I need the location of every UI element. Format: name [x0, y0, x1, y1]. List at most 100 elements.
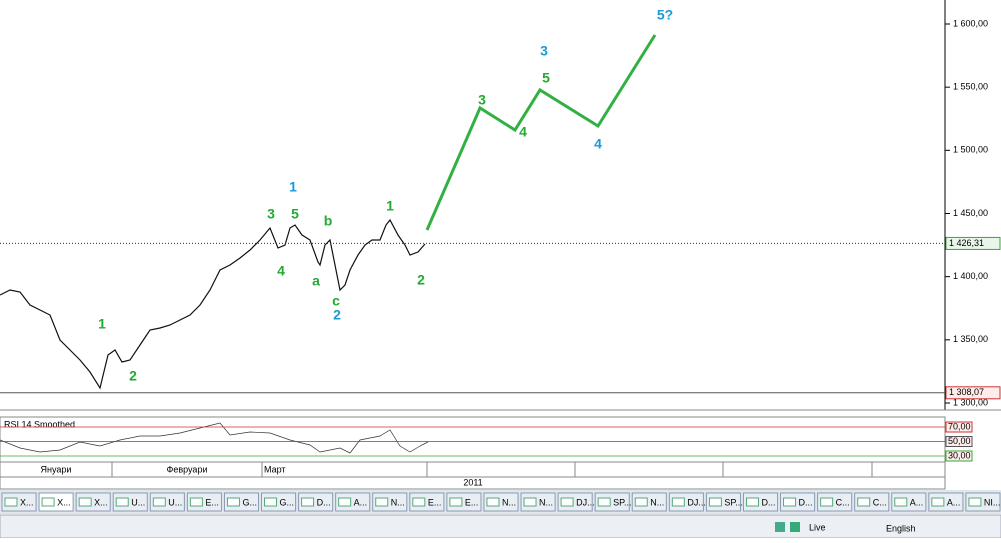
rsi-level-label: 30,00 [948, 450, 971, 460]
tab-label[interactable]: SP... [613, 497, 631, 507]
tab-icon [41, 497, 55, 507]
tab-icon [486, 497, 500, 507]
tab-label[interactable]: D... [317, 497, 331, 507]
tab-label[interactable]: U... [131, 497, 145, 507]
wave-label: 5 [542, 70, 550, 86]
tab-label[interactable]: NI... [984, 497, 1001, 507]
wave-label: 1 [386, 198, 394, 214]
tab-label[interactable]: A... [354, 497, 368, 507]
tab-label[interactable]: E... [205, 497, 219, 507]
tab-icon [264, 497, 278, 507]
tab-label[interactable]: D... [799, 497, 813, 507]
status-bar [0, 514, 1001, 539]
price-series [0, 218, 426, 390]
last-price-box [945, 236, 1001, 250]
tab-label[interactable]: U... [168, 497, 182, 507]
year-axis [0, 476, 946, 490]
language: English [886, 523, 916, 533]
tab-label[interactable]: A... [947, 497, 961, 507]
tab-icon [412, 497, 426, 507]
status-icon [775, 522, 785, 532]
tab-icon [152, 497, 166, 507]
wave-label: 2 [333, 307, 341, 323]
wave-label: 3 [478, 92, 486, 108]
tab-label[interactable]: N... [650, 497, 664, 507]
tab-icon [4, 497, 18, 507]
tab-label[interactable]: E... [428, 497, 442, 507]
tab-icon [560, 497, 574, 507]
tab-icon [894, 497, 908, 507]
wave-label: 1 [289, 179, 297, 195]
tab-icon [78, 497, 92, 507]
wave-label: 2 [129, 368, 137, 384]
tab-icon [523, 497, 537, 507]
wave-label: 4 [594, 136, 602, 152]
tab-icon [783, 497, 797, 507]
rsi-series [0, 422, 429, 454]
wave-label: 5? [657, 7, 673, 23]
rsi-level-box [945, 436, 973, 447]
tab-icon [449, 497, 463, 507]
tab-label[interactable]: N... [391, 497, 405, 507]
tab-icon [226, 497, 240, 507]
tab-label[interactable]: D... [761, 497, 775, 507]
wave-label: 5 [291, 206, 299, 222]
tab-label[interactable]: E... [465, 497, 479, 507]
tab-icon [931, 497, 945, 507]
tab-icon [301, 497, 315, 507]
tab-label[interactable]: X... [20, 497, 34, 507]
wave-label: c [332, 293, 340, 309]
status-icon [790, 522, 800, 532]
connection-status: Live [809, 522, 826, 532]
tab-icon [634, 497, 648, 507]
tab-icon [189, 497, 203, 507]
rsi-level-box [945, 421, 973, 433]
price-tick-label: 1 450,00 [953, 208, 988, 218]
tab-label[interactable]: N... [502, 497, 516, 507]
tab-label[interactable]: G... [242, 497, 257, 507]
year-label: 2011 [463, 477, 482, 487]
tab-label[interactable]: X... [94, 497, 108, 507]
last-price-label: 1 426,31 [949, 238, 984, 248]
price-tick-label: 1 600,00 [953, 18, 988, 28]
time-axis [0, 461, 946, 478]
wave-label: 3 [267, 206, 275, 222]
tab-icon [745, 497, 759, 507]
wave-label: 3 [540, 43, 548, 59]
wave-label: 1 [98, 316, 106, 332]
month-label: Февруари [167, 464, 208, 474]
tab-label[interactable]: A... [910, 497, 924, 507]
tab-label[interactable]: DJ... [576, 497, 595, 507]
wave-label: 2 [417, 272, 425, 288]
price-tick-label: 1 550,00 [953, 82, 988, 92]
tab-label[interactable]: C... [836, 497, 850, 507]
tab-icon [115, 497, 129, 507]
tab-label[interactable]: N... [539, 497, 553, 507]
tab-label[interactable]: C... [873, 497, 887, 507]
tab-label[interactable]: SP... [724, 497, 742, 507]
price-tick-label: 1 400,00 [953, 271, 988, 281]
tab-icon [597, 497, 611, 507]
tab-icon [671, 497, 685, 507]
rsi-level-box [945, 450, 973, 462]
tab-icon [968, 497, 982, 507]
low-price-box [945, 386, 1001, 400]
rsi-level-label: 70,00 [948, 421, 971, 431]
tab-label[interactable]: X... [57, 497, 71, 507]
tab-icon [708, 497, 722, 507]
low-price-label: 1 308,07 [949, 387, 984, 397]
tab-label[interactable]: DJ... [687, 497, 706, 507]
projection-path [425, 34, 657, 231]
tab-icon [375, 497, 389, 507]
month-label: Януари [41, 464, 72, 474]
wave-label: a [312, 273, 320, 289]
price-tick-label: 1 300,00 [953, 397, 988, 407]
price-tick-label: 1 500,00 [953, 145, 988, 155]
tab-icon [857, 497, 871, 507]
wave-label: b [324, 213, 333, 229]
month-label: Март [264, 464, 286, 474]
tab-label[interactable]: G... [280, 497, 295, 507]
wave-label: 4 [277, 263, 285, 279]
